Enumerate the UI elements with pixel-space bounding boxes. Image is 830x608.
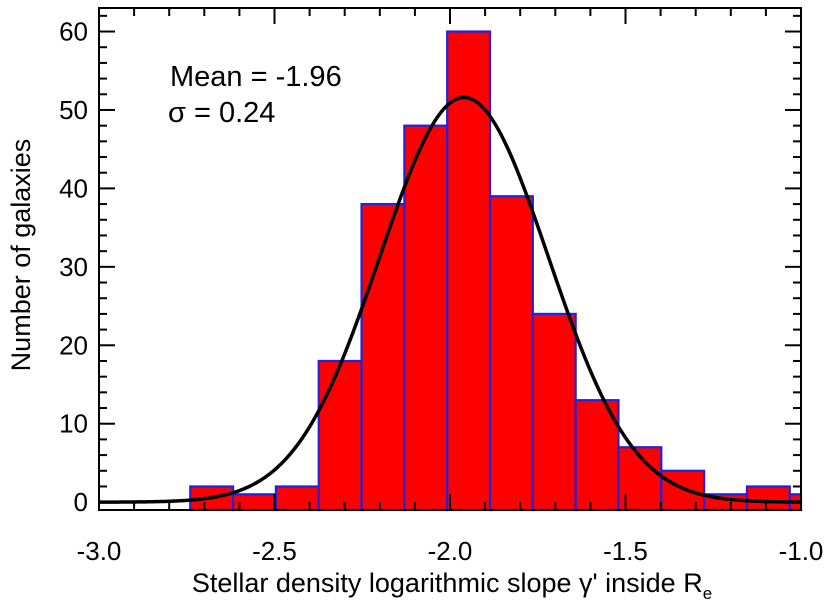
y-tick-label-6: 60 <box>59 17 88 47</box>
histogram-bar-8 <box>531 312 577 512</box>
x-axis-title: Stellar density logarithmic slope γ' ins… <box>192 568 712 603</box>
x-axis-title-main: Stellar density logarithmic slope γ' ins… <box>192 568 703 598</box>
x-tick-label-2: -2.0 <box>428 536 473 566</box>
gaussian-fit-curve <box>99 95 802 504</box>
y-tick-label-0: 0 <box>74 487 88 517</box>
x-tick-label-1: -2.5 <box>252 536 297 566</box>
mean-annotation: Mean = -1.96 <box>170 61 342 93</box>
y-axis-title: Number of galaxies <box>6 139 36 372</box>
histogram-bar-7 <box>488 195 534 512</box>
histogram-bar-3 <box>317 359 363 512</box>
histogram-bar-11 <box>660 469 706 512</box>
histogram-bar-6 <box>446 30 492 512</box>
y-tick-label-4: 40 <box>59 173 88 203</box>
histogram-bars <box>189 30 803 512</box>
x-tick-label-0: -3.0 <box>77 536 122 566</box>
histogram-bar-2 <box>274 485 320 512</box>
axis-ticks <box>98 8 802 510</box>
y-tick-label-2: 20 <box>59 330 88 360</box>
y-tick-label-3: 30 <box>59 252 88 282</box>
sigma-annotation: σ = 0.24 <box>168 97 275 129</box>
tick-labels: -3.0 -2.5 -2.0 -1.5 -1.0 0 10 20 30 40 50 60 <box>59 17 823 566</box>
x-tick-label-4: -1.0 <box>779 536 824 566</box>
y-tick-label-1: 10 <box>59 409 88 439</box>
x-tick-label-3: -1.5 <box>603 536 648 566</box>
histogram-bar-13 <box>745 485 791 512</box>
histogram-bar-5 <box>403 124 449 512</box>
x-axis-title-subscript: e <box>703 584 712 603</box>
y-tick-label-5: 50 <box>59 95 88 125</box>
